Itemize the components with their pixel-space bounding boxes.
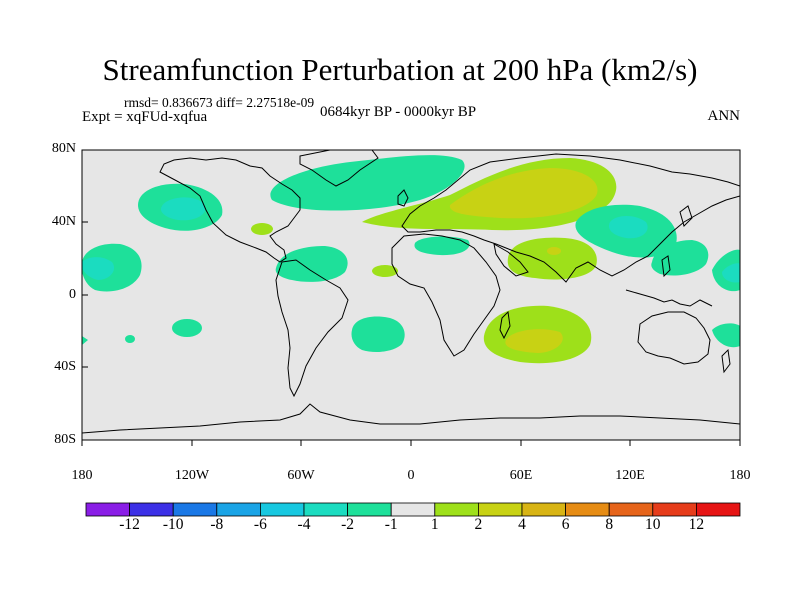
coast-madagascar: [499, 310, 511, 340]
colorbar-swatch: [347, 502, 392, 517]
colorbar-swatch: [521, 502, 566, 517]
colorbar-swatch: [259, 502, 305, 517]
colorbar-swatch: [303, 502, 348, 517]
colorbar-label: -2: [341, 516, 355, 533]
colorbar-label: 10: [645, 516, 661, 533]
colorbar-label: 6: [561, 516, 570, 533]
lat-label-40n: 40N: [51, 214, 76, 229]
lat-label-80n: 80N: [51, 141, 76, 156]
colorbar-label: -8: [210, 516, 224, 533]
lon-label-0: 0: [407, 468, 415, 483]
colorbar-swatch: [172, 502, 218, 517]
coast-uk: [397, 189, 409, 207]
colorbar-swatch: [129, 502, 174, 517]
contour-small-patches: [251, 223, 470, 282]
colorbar-swatch: [608, 502, 654, 517]
colorbar-label: -12: [119, 516, 140, 533]
coast-japan: [679, 205, 693, 227]
contour-southern: [82, 305, 740, 364]
colorbar-label: -6: [253, 516, 267, 533]
contour-west-pacific: [651, 240, 740, 292]
lat-label-40s: 40S: [54, 359, 76, 374]
colorbar-label: 2: [474, 516, 483, 533]
contour-north-pacific: [82, 243, 142, 292]
colorbar-label: 8: [605, 516, 614, 533]
stats-text: rmsd= 0.836673 diff= 2.27518e-09: [124, 95, 315, 110]
experiment-label: Expt = xqFUd-xqfua: [82, 109, 208, 125]
colorbar-label: -1: [384, 516, 398, 533]
colorbar-swatch: [85, 502, 130, 517]
coastlines: [82, 150, 740, 434]
colorbar-swatch: [477, 502, 523, 517]
lat-label-0: 0: [69, 287, 76, 302]
period-label: 0684kyr BP - 0000kyr BP: [320, 104, 477, 120]
colorbar-swatch: [652, 502, 697, 517]
colorbar-label: 1: [430, 516, 439, 533]
coast-greenland: [299, 150, 379, 187]
coast-philippines: [661, 255, 671, 278]
chart-title: Streamfunction Perturbation at 200 hPa (…: [102, 52, 698, 87]
lon-label-60w: 60W: [287, 468, 315, 483]
lon-label-180e: 180: [729, 468, 751, 483]
contour-north-america: [138, 183, 223, 231]
contour-north-atlantic: [270, 155, 465, 211]
contour-eurasia: [362, 158, 617, 231]
coast-africa: [391, 233, 501, 357]
coast-eurasia: [401, 153, 740, 283]
contour-fills: [82, 155, 740, 364]
lat-label-80s: 80S: [54, 432, 76, 447]
colorbar-swatch: [565, 502, 610, 517]
colorbar-label: 12: [688, 516, 705, 533]
coast-indonesia: [625, 289, 713, 307]
lon-label-120e: 120E: [615, 468, 645, 483]
colorbar-label: -10: [162, 516, 184, 533]
lon-label-120w: 120W: [174, 468, 210, 483]
colorbar-label: 4: [518, 516, 526, 533]
contour-east-asia: [575, 204, 677, 258]
colorbar-swatch: [390, 502, 436, 517]
lon-label-60e: 60E: [509, 468, 533, 483]
coast-australia: [637, 311, 711, 365]
colorbar-label: -4: [297, 516, 311, 533]
colorbar-swatch: [216, 502, 261, 517]
colorbar: [85, 502, 741, 517]
coast-antarctica: [82, 403, 740, 434]
coast-south-america: [275, 259, 349, 398]
coast-new-zealand: [721, 348, 731, 374]
coast-arabia: [493, 243, 529, 277]
lon-label-180w: 180: [71, 468, 93, 483]
coast-north-america: [159, 157, 301, 263]
axis-ticks: [81, 149, 741, 446]
season-label: ANN: [707, 108, 741, 124]
colorbar-swatch: [696, 502, 741, 517]
contour-arabia-india: [507, 237, 597, 280]
colorbar-swatch: [434, 502, 479, 517]
